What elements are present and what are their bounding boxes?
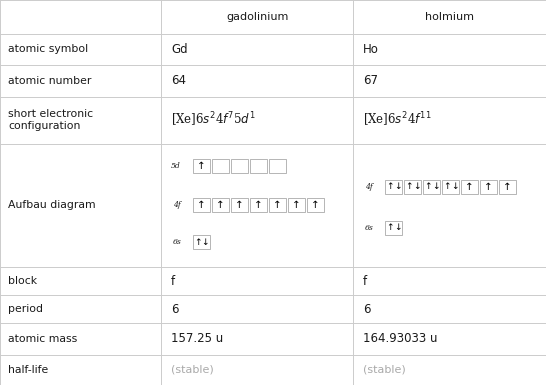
Text: ↑: ↑ (484, 182, 493, 192)
Bar (231, 159, 248, 173)
Text: Aufbau diagram: Aufbau diagram (8, 201, 96, 211)
Bar (288, 198, 305, 213)
Text: 6s: 6s (365, 224, 373, 232)
Text: f: f (363, 275, 367, 288)
Text: holmium: holmium (425, 12, 474, 22)
Text: ↑: ↑ (405, 182, 413, 191)
Bar (269, 198, 286, 213)
Bar (250, 159, 267, 173)
Text: ↑: ↑ (292, 201, 301, 211)
Text: 67: 67 (363, 74, 378, 87)
Bar (193, 198, 210, 213)
Text: atomic number: atomic number (8, 76, 91, 86)
Text: short electronic
configuration: short electronic configuration (8, 109, 93, 131)
Text: ↑: ↑ (311, 201, 320, 211)
Text: atomic mass: atomic mass (8, 334, 77, 344)
Text: 164.93033 u: 164.93033 u (363, 333, 438, 345)
Text: ↑: ↑ (197, 201, 206, 211)
Bar (269, 159, 286, 173)
Bar (212, 198, 229, 213)
Bar (480, 180, 497, 194)
Text: ↑: ↑ (194, 238, 201, 247)
Text: block: block (8, 276, 37, 286)
Text: ↑: ↑ (216, 201, 225, 211)
Text: period: period (8, 304, 43, 314)
Text: Ho: Ho (363, 43, 379, 56)
Bar (461, 180, 478, 194)
Text: 6: 6 (171, 303, 179, 316)
Text: (stable): (stable) (363, 365, 406, 375)
Text: 6: 6 (363, 303, 371, 316)
Text: ↓: ↓ (394, 182, 401, 191)
Text: ↑: ↑ (443, 182, 451, 191)
Text: ↑: ↑ (254, 201, 263, 211)
Text: gadolinium: gadolinium (226, 12, 288, 22)
Bar (193, 159, 210, 173)
Text: 6s: 6s (173, 238, 181, 246)
Bar (385, 180, 402, 194)
Bar (250, 198, 267, 213)
Text: 64: 64 (171, 74, 186, 87)
Bar (231, 198, 248, 213)
Text: 4f: 4f (365, 183, 373, 191)
Bar (423, 180, 440, 194)
Text: [Xe]6$s^2$4$f^7$5$d^1$: [Xe]6$s^2$4$f^7$5$d^1$ (171, 111, 256, 129)
Bar (404, 180, 422, 194)
Bar (307, 198, 324, 213)
Text: [Xe]6$s^2$4$f^{11}$: [Xe]6$s^2$4$f^{11}$ (363, 111, 432, 129)
Bar (442, 180, 459, 194)
Text: ↑: ↑ (197, 161, 206, 171)
Text: (stable): (stable) (171, 365, 214, 375)
Text: ↓: ↓ (201, 238, 209, 247)
Text: 157.25 u: 157.25 u (171, 333, 223, 345)
Text: ↓: ↓ (432, 182, 439, 191)
Text: ↑: ↑ (503, 182, 512, 192)
Text: ↑: ↑ (386, 182, 394, 191)
Text: ↑: ↑ (273, 201, 282, 211)
Bar (385, 221, 402, 234)
Bar (499, 180, 517, 194)
Text: ↑: ↑ (386, 223, 394, 232)
Text: Gd: Gd (171, 43, 188, 56)
Bar (212, 159, 229, 173)
Text: ↑: ↑ (424, 182, 432, 191)
Text: half-life: half-life (8, 365, 48, 375)
Text: f: f (171, 275, 175, 288)
Text: 5d: 5d (171, 162, 181, 170)
Text: ↓: ↓ (451, 182, 458, 191)
Bar (193, 236, 210, 249)
Text: ↓: ↓ (413, 182, 420, 191)
Text: ↑: ↑ (235, 201, 244, 211)
Text: ↓: ↓ (394, 223, 401, 232)
Text: ↑: ↑ (465, 182, 474, 192)
Text: atomic symbol: atomic symbol (8, 44, 88, 54)
Text: 4f: 4f (173, 201, 181, 209)
